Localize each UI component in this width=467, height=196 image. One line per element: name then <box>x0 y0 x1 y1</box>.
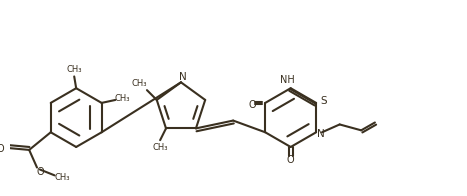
Text: S: S <box>321 96 327 106</box>
Text: N: N <box>179 73 187 83</box>
Text: O: O <box>249 100 256 110</box>
Text: O: O <box>0 144 5 154</box>
Text: CH₃: CH₃ <box>66 65 82 74</box>
Text: CH₃: CH₃ <box>114 94 130 103</box>
Text: O: O <box>36 167 44 177</box>
Text: CH₃: CH₃ <box>55 173 70 182</box>
Text: CH₃: CH₃ <box>131 79 147 88</box>
Text: CH₃: CH₃ <box>152 142 168 152</box>
Text: N: N <box>317 129 325 139</box>
Text: O: O <box>287 155 295 165</box>
Text: NH: NH <box>280 75 295 85</box>
